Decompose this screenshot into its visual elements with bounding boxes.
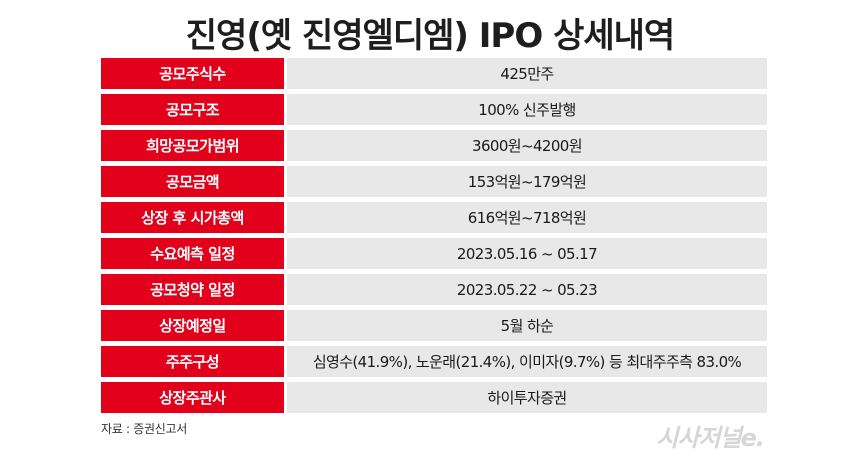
row-value: 3600원~4200원 [287, 130, 767, 161]
table-row: 수요예측 일정 2023.05.16 ~ 05.17 [101, 238, 767, 269]
table-row: 공모구조 100% 신주발행 [101, 94, 767, 125]
row-value: 5월 하순 [287, 310, 767, 341]
row-label: 상장주관사 [101, 382, 284, 413]
row-label: 수요예측 일정 [101, 238, 284, 269]
row-value: 2023.05.22 ~ 05.23 [287, 274, 767, 305]
table-row: 공모주식수 425만주 [101, 58, 767, 89]
ipo-detail-table: 공모주식수 425만주 공모구조 100% 신주발행 희망공모가범위 3600원… [101, 58, 767, 413]
row-label: 공모구조 [101, 94, 284, 125]
table-row: 상장예정일 5월 하순 [101, 310, 767, 341]
row-value: 100% 신주발행 [287, 94, 767, 125]
page-title: 진영(옛 진영엘디엠) IPO 상세내역 [185, 16, 675, 56]
row-label: 상장예정일 [101, 310, 284, 341]
row-value: 153억원~179억원 [287, 166, 767, 197]
table-row: 공모금액 153억원~179억원 [101, 166, 767, 197]
row-value: 616억원~718억원 [287, 202, 767, 233]
row-value: 425만주 [287, 58, 767, 89]
table-row: 주주구성 심영수(41.9%), 노운래(21.4%), 이미자(9.7%) 등… [101, 346, 767, 377]
row-value: 심영수(41.9%), 노운래(21.4%), 이미자(9.7%) 등 최대주주… [287, 346, 767, 377]
table-row: 상장주관사 하이투자증권 [101, 382, 767, 413]
table-row: 공모청약 일정 2023.05.22 ~ 05.23 [101, 274, 767, 305]
row-label: 공모청약 일정 [101, 274, 284, 305]
row-label: 주주구성 [101, 346, 284, 377]
brand-logo: 시사저널e. [656, 424, 765, 452]
row-label: 공모주식수 [101, 58, 284, 89]
row-value: 2023.05.16 ~ 05.17 [287, 238, 767, 269]
source-note: 자료 : 증권신고서 [101, 422, 187, 436]
table-row: 희망공모가범위 3600원~4200원 [101, 130, 767, 161]
table-row: 상장 후 시가총액 616억원~718억원 [101, 202, 767, 233]
row-label: 상장 후 시가총액 [101, 202, 284, 233]
row-value: 하이투자증권 [287, 382, 767, 413]
row-label: 희망공모가범위 [101, 130, 284, 161]
row-label: 공모금액 [101, 166, 284, 197]
